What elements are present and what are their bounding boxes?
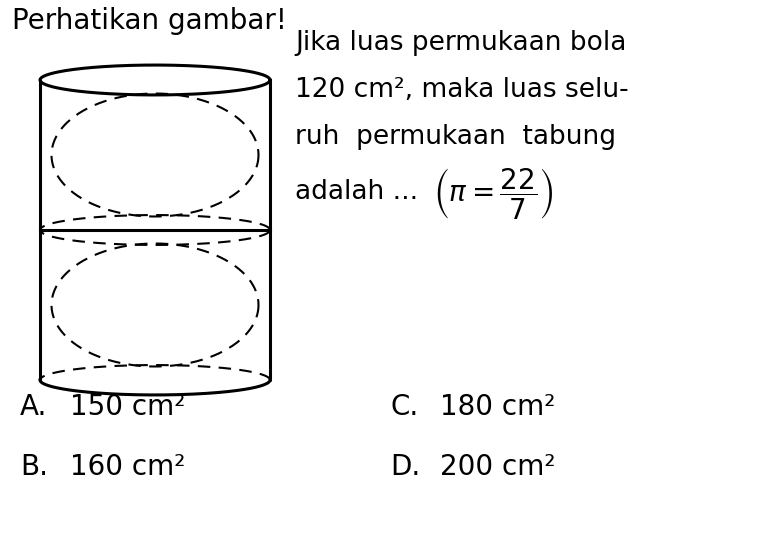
Text: D.: D. <box>390 453 420 481</box>
Text: ruh  permukaan  tabung: ruh permukaan tabung <box>295 124 616 150</box>
Text: 160 cm²: 160 cm² <box>70 453 185 481</box>
Text: Jika luas permukaan bola: Jika luas permukaan bola <box>295 30 626 56</box>
Text: 120 cm², maka luas selu-: 120 cm², maka luas selu- <box>295 77 629 103</box>
Text: $\left(\pi=\dfrac{22}{7}\right)$: $\left(\pi=\dfrac{22}{7}\right)$ <box>433 166 553 221</box>
Text: A.: A. <box>20 393 47 421</box>
Text: adalah ...: adalah ... <box>295 179 418 205</box>
Text: Perhatikan gambar!: Perhatikan gambar! <box>12 7 287 35</box>
Text: C.: C. <box>390 393 418 421</box>
Text: 200 cm²: 200 cm² <box>440 453 555 481</box>
Text: B.: B. <box>20 453 48 481</box>
Text: 180 cm²: 180 cm² <box>440 393 555 421</box>
Text: 150 cm²: 150 cm² <box>70 393 185 421</box>
